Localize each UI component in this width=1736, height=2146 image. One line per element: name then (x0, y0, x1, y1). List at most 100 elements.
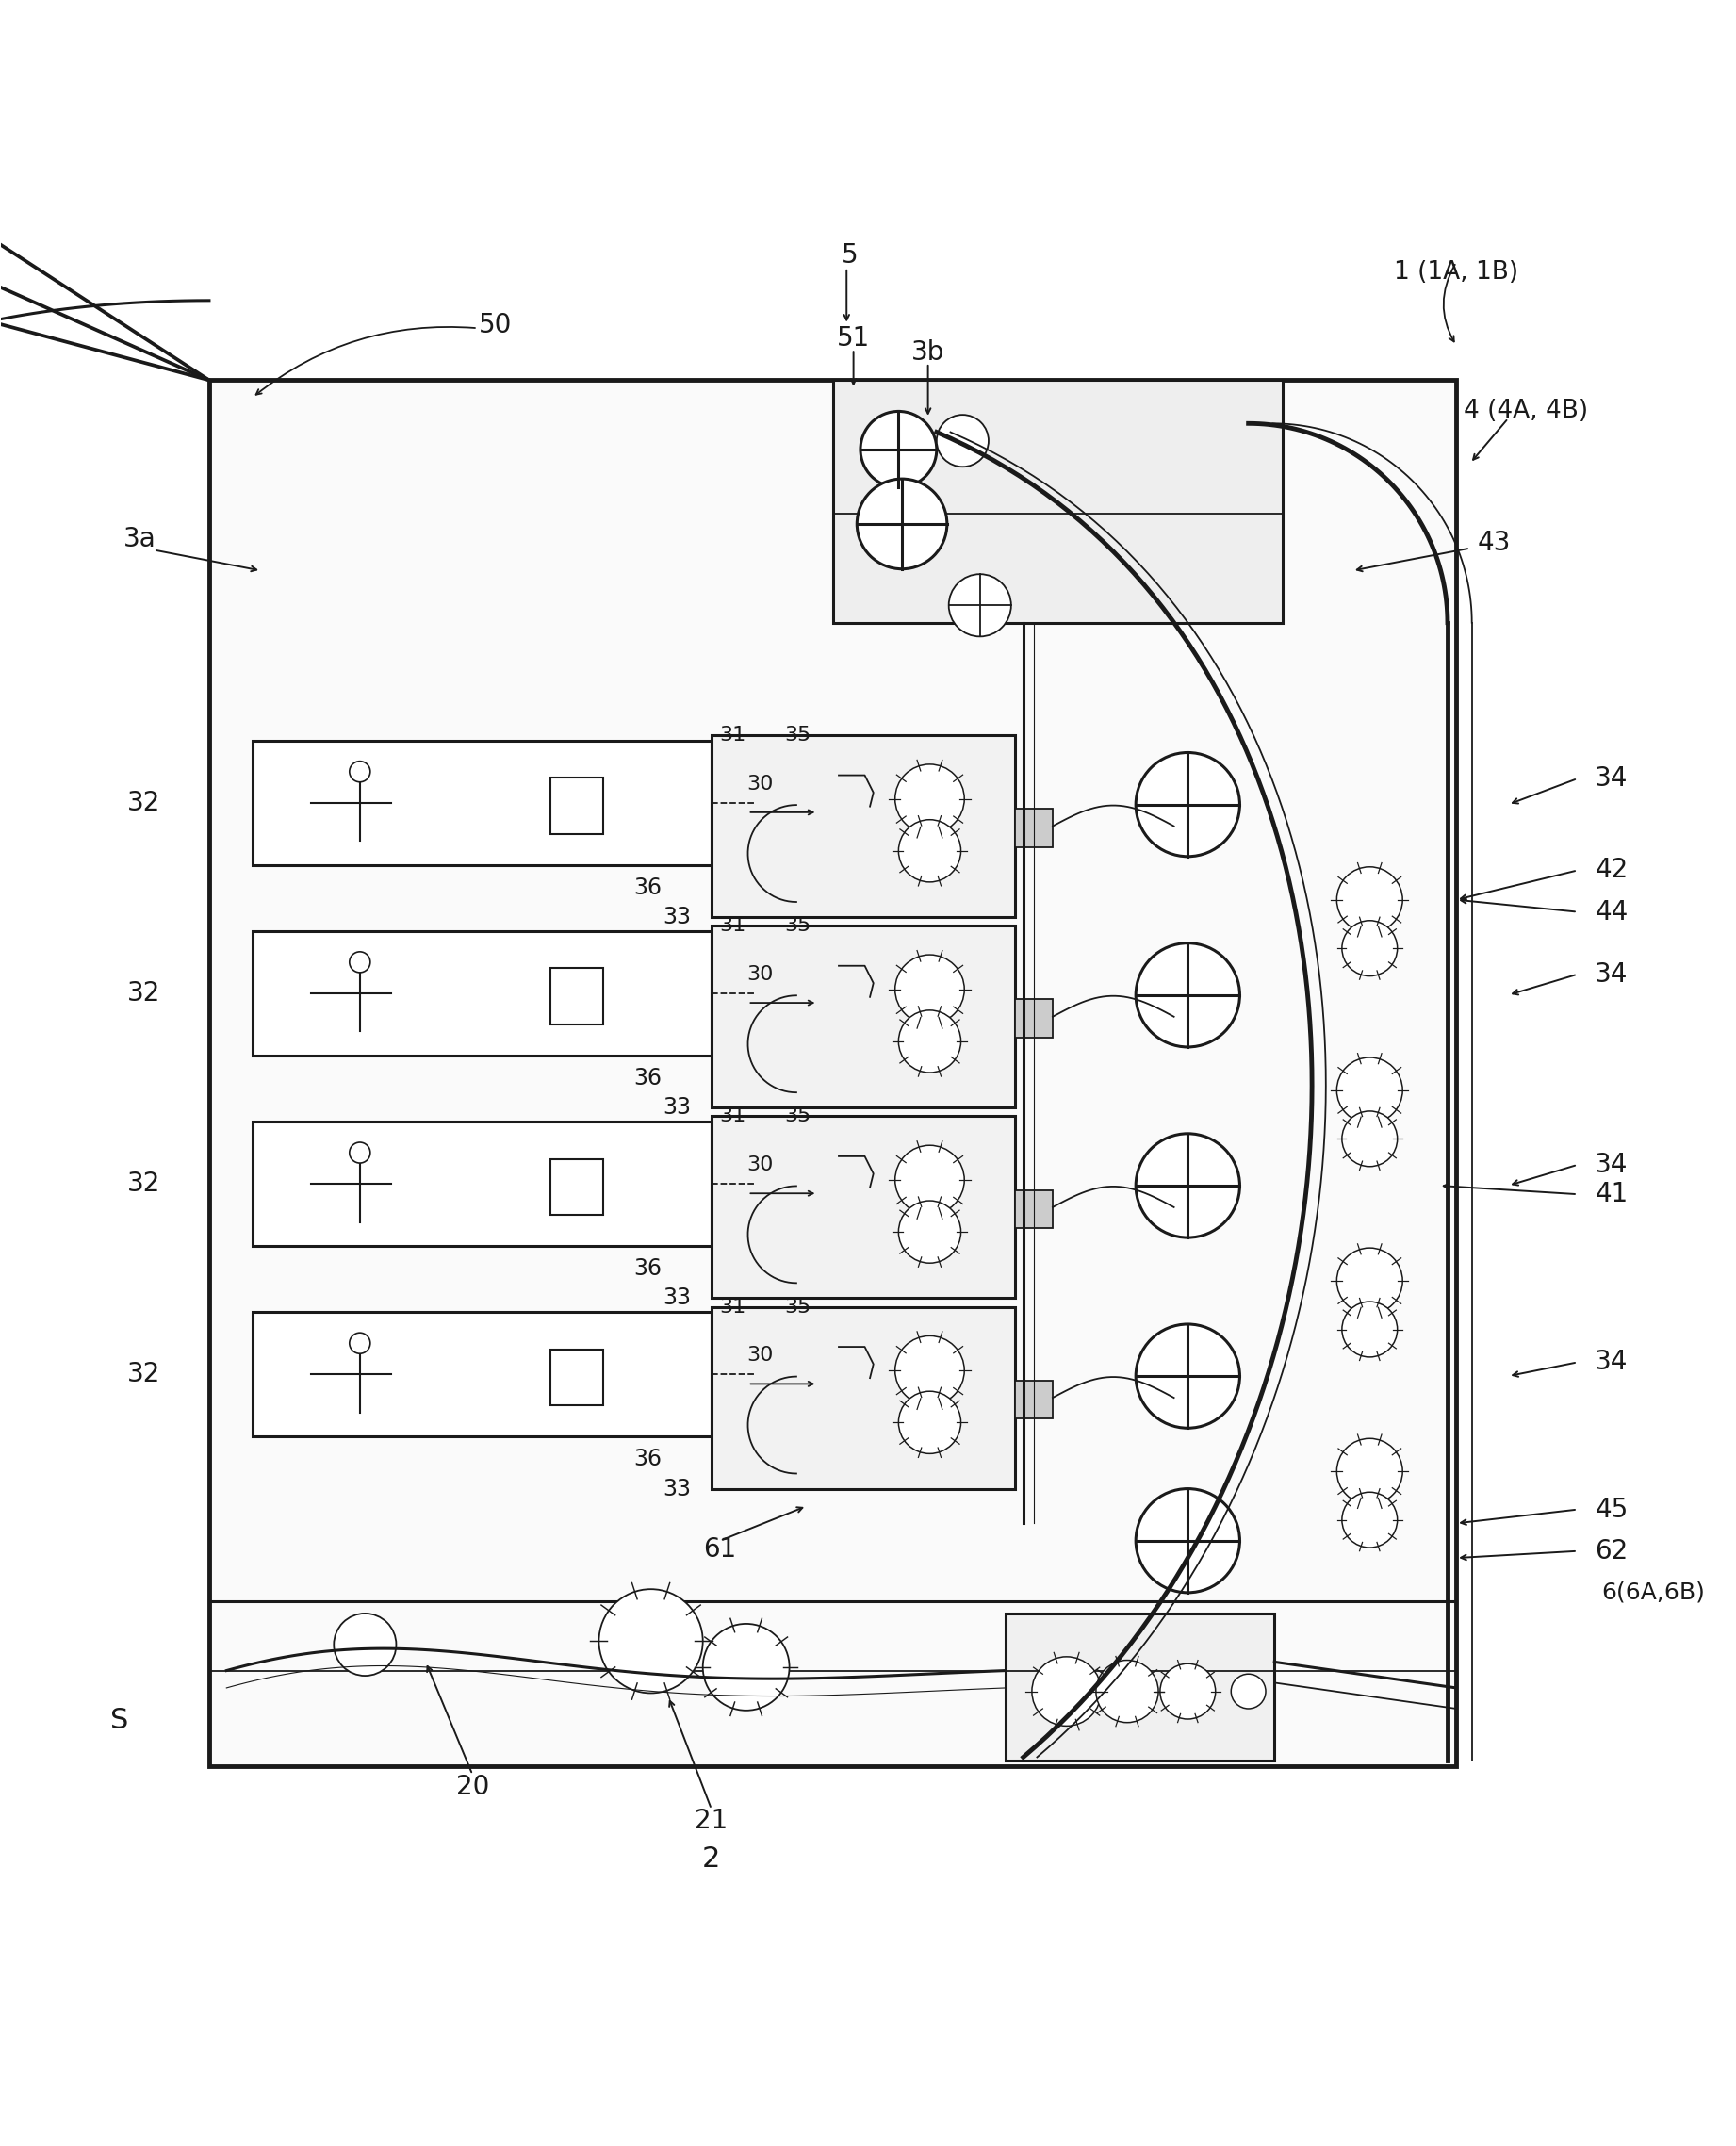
Circle shape (896, 1335, 963, 1406)
Text: 20: 20 (457, 1773, 490, 1800)
Text: 5: 5 (842, 242, 858, 268)
Circle shape (915, 1217, 946, 1247)
Text: 34: 34 (1595, 766, 1628, 792)
Text: 35: 35 (785, 1107, 811, 1127)
Circle shape (937, 414, 988, 468)
Circle shape (915, 1026, 946, 1058)
Circle shape (1337, 1249, 1403, 1313)
Text: 35: 35 (785, 725, 811, 745)
Text: 21: 21 (694, 1809, 727, 1835)
Text: 2: 2 (703, 1846, 720, 1873)
Circle shape (703, 1625, 790, 1710)
Text: 31: 31 (719, 725, 745, 745)
Circle shape (1160, 1663, 1215, 1719)
Text: 32: 32 (127, 1172, 160, 1197)
Circle shape (1352, 1455, 1385, 1487)
Text: 33: 33 (663, 1476, 691, 1500)
Text: 30: 30 (746, 966, 773, 983)
Bar (833, 380, 1283, 622)
Bar (712, 1307, 1014, 1489)
Bar (252, 1122, 712, 1247)
Circle shape (1352, 1264, 1385, 1298)
Bar (252, 740, 712, 865)
Circle shape (349, 762, 370, 781)
Bar (550, 777, 602, 835)
Circle shape (1135, 942, 1240, 1047)
Text: 41: 41 (1595, 1180, 1628, 1208)
Circle shape (950, 575, 1010, 637)
Text: 31: 31 (719, 1107, 745, 1127)
Circle shape (1337, 1438, 1403, 1504)
Text: 33: 33 (663, 1097, 691, 1118)
Text: 3a: 3a (123, 526, 156, 554)
Text: 34: 34 (1595, 1152, 1628, 1178)
Text: 34: 34 (1595, 961, 1628, 987)
Text: 42: 42 (1595, 856, 1628, 884)
Bar (252, 1311, 712, 1436)
Circle shape (724, 1646, 767, 1689)
Bar (208, 380, 1457, 1766)
Text: 32: 32 (127, 1361, 160, 1388)
Text: 45: 45 (1595, 1496, 1628, 1524)
Bar (1014, 1380, 1052, 1419)
Text: 32: 32 (127, 981, 160, 1006)
Circle shape (861, 412, 937, 487)
Text: 36: 36 (634, 1258, 661, 1279)
Circle shape (1342, 1303, 1397, 1356)
Bar (1014, 809, 1052, 848)
Text: 51: 51 (837, 326, 870, 352)
Text: 34: 34 (1595, 1350, 1628, 1376)
Circle shape (913, 781, 948, 815)
Circle shape (1049, 1674, 1083, 1708)
Text: 31: 31 (719, 916, 745, 936)
Bar (712, 1116, 1014, 1298)
Circle shape (333, 1614, 396, 1676)
Bar (550, 968, 602, 1024)
Circle shape (913, 1163, 948, 1197)
Circle shape (1031, 1657, 1101, 1725)
Bar (550, 1350, 602, 1406)
Circle shape (899, 1202, 962, 1264)
Circle shape (349, 953, 370, 972)
Bar (1005, 1614, 1274, 1760)
Circle shape (1342, 1112, 1397, 1167)
Circle shape (1174, 1678, 1201, 1706)
Circle shape (625, 1616, 677, 1667)
Circle shape (896, 1146, 963, 1215)
Circle shape (1231, 1674, 1266, 1708)
Circle shape (1356, 1315, 1384, 1343)
Text: 30: 30 (746, 775, 773, 794)
Text: 36: 36 (634, 1449, 661, 1470)
Circle shape (1135, 753, 1240, 856)
Text: 33: 33 (663, 1288, 691, 1309)
Circle shape (899, 820, 962, 882)
Circle shape (1342, 1491, 1397, 1547)
Circle shape (915, 835, 946, 867)
Circle shape (1356, 1125, 1384, 1152)
Text: 36: 36 (634, 876, 661, 899)
Text: 30: 30 (746, 1346, 773, 1365)
Text: 35: 35 (785, 916, 811, 936)
Bar (1014, 1189, 1052, 1228)
Text: 61: 61 (703, 1537, 736, 1562)
Text: 31: 31 (719, 1298, 745, 1315)
Text: 30: 30 (746, 1155, 773, 1174)
Text: 62: 62 (1595, 1539, 1628, 1564)
Circle shape (1337, 867, 1403, 934)
Circle shape (913, 1354, 948, 1388)
Text: 43: 43 (1477, 530, 1510, 556)
Circle shape (599, 1590, 703, 1693)
Text: 33: 33 (663, 906, 691, 929)
Circle shape (1337, 1058, 1403, 1122)
Bar (550, 1159, 602, 1215)
Text: 50: 50 (479, 311, 512, 337)
Circle shape (915, 1408, 946, 1438)
Circle shape (913, 972, 948, 1006)
Circle shape (1356, 1506, 1384, 1534)
Text: S: S (109, 1706, 128, 1734)
Circle shape (896, 764, 963, 833)
Text: 32: 32 (127, 790, 160, 815)
Circle shape (349, 1333, 370, 1354)
Circle shape (1111, 1676, 1142, 1706)
Circle shape (899, 1011, 962, 1073)
